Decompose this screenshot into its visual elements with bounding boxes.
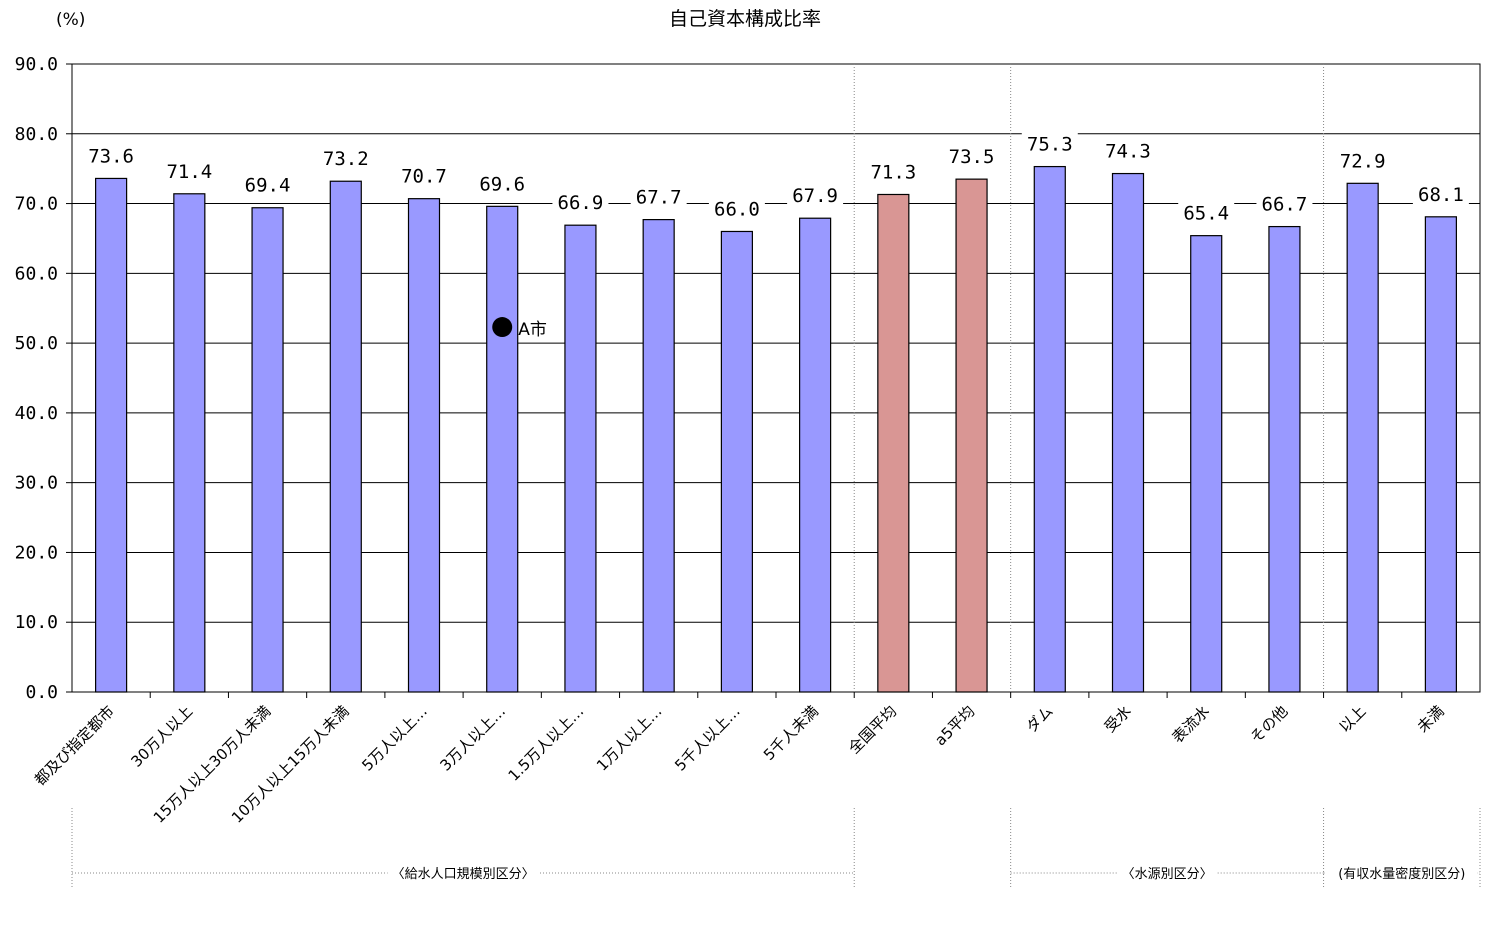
data-label-bg xyxy=(1100,138,1156,164)
y-tick-label: 40.0 xyxy=(15,403,58,424)
data-label: 71.3 xyxy=(870,161,916,183)
data-label-bg xyxy=(474,171,531,197)
a-city-point xyxy=(492,317,513,338)
data-label-bg xyxy=(1021,131,1078,157)
group-label-bg xyxy=(387,862,539,884)
data-label-bg xyxy=(708,196,765,222)
category-label: 5千人未満 xyxy=(760,702,822,764)
data-label: 66.0 xyxy=(714,198,760,220)
bar xyxy=(642,219,675,693)
data-label: 73.6 xyxy=(88,145,134,167)
bar xyxy=(1346,182,1379,693)
bar xyxy=(1424,216,1457,693)
category-label: 1万人以上… xyxy=(593,702,666,775)
y-tick-label: 20.0 xyxy=(15,542,58,563)
category-label: 以上 xyxy=(1336,702,1370,736)
data-label-bg xyxy=(317,146,374,172)
data-label-bg xyxy=(787,183,844,209)
bar xyxy=(564,224,597,693)
category-label: 未満 xyxy=(1414,702,1448,736)
category-label: a5平均 xyxy=(931,702,978,749)
data-label: 71.4 xyxy=(166,161,212,183)
data-label: 67.7 xyxy=(636,187,682,209)
category-label: 30万人以上 xyxy=(128,702,197,771)
y-tick-label: 80.0 xyxy=(15,124,58,145)
bar xyxy=(877,193,910,693)
category-label: 1.5万人以上… xyxy=(505,702,588,785)
group-labels: 〈給水人口規模別区分〉 〈水源別区分〉 (有収水量密度別区分) xyxy=(72,862,1480,884)
data-label: 69.4 xyxy=(245,175,291,197)
y-tick-label: 60.0 xyxy=(15,263,58,284)
y-tick-label: 30.0 xyxy=(15,473,58,494)
group-label: 〈水源別区分〉 xyxy=(1122,867,1213,882)
data-label-bg xyxy=(83,143,140,169)
bar xyxy=(799,217,832,693)
category-label: 5万人以上… xyxy=(358,702,431,775)
data-label-bg xyxy=(161,158,218,184)
bar xyxy=(407,198,441,693)
data-label: 66.9 xyxy=(558,192,604,214)
group-label-bg xyxy=(1117,862,1217,884)
y-tick-label: 90.0 xyxy=(15,54,58,75)
bars xyxy=(95,165,1457,693)
data-label: 67.9 xyxy=(792,185,838,207)
bar xyxy=(251,207,284,693)
group-label-bg xyxy=(1326,862,1478,884)
bar xyxy=(720,230,753,693)
y-tick-label: 50.0 xyxy=(15,333,58,354)
bar xyxy=(1111,172,1145,693)
data-label-bg xyxy=(630,184,687,210)
bar xyxy=(1033,165,1066,693)
y-tick-labels: 0.0 10.0 20.0 30.0 40.0 50.0 60.0 70.0 80.0 90.0 xyxy=(15,54,58,703)
chart-title: 自己資本構成比率 xyxy=(669,8,821,30)
bar xyxy=(486,205,519,693)
y-tick-label: 10.0 xyxy=(15,612,58,633)
category-label: 受水 xyxy=(1101,702,1135,736)
category-label: 全国平均 xyxy=(845,702,900,757)
data-label: 73.2 xyxy=(323,148,369,170)
category-label: ダム xyxy=(1023,702,1057,736)
data-label: 68.1 xyxy=(1418,184,1464,206)
data-label-bg xyxy=(1178,200,1235,226)
data-label-bg xyxy=(396,163,452,189)
y-tick-label: 70.0 xyxy=(15,194,58,215)
data-label-bg xyxy=(1412,181,1469,207)
category-label: その他 xyxy=(1247,702,1292,747)
group-separators xyxy=(71,64,1481,888)
bar xyxy=(1190,235,1223,693)
data-label: 72.9 xyxy=(1340,150,1386,172)
bar xyxy=(955,178,988,693)
data-label: 66.7 xyxy=(1262,194,1308,216)
data-label-bg xyxy=(1334,148,1391,174)
data-label: 65.4 xyxy=(1183,203,1229,225)
a-city-label: A市 xyxy=(518,320,547,340)
category-label: 表流水 xyxy=(1168,702,1213,747)
category-label: 都及び指定都市 xyxy=(31,702,118,789)
bar xyxy=(329,180,362,693)
value-labels: 73.6 71.4 69.4 73.2 70.7 69.6 66.9 67.7 66.0 67.9… xyxy=(83,131,1469,226)
data-label-bg xyxy=(552,190,609,216)
category-label: 3万人以上… xyxy=(437,702,510,775)
y-tick-label: 0.0 xyxy=(25,682,58,703)
group-label: 〈給水人口規模別区分〉 xyxy=(392,867,535,882)
data-label-bg xyxy=(239,172,296,198)
data-label: 74.3 xyxy=(1105,141,1151,163)
a-city-marker: A市 xyxy=(492,317,547,340)
bar xyxy=(1268,225,1301,693)
data-label: 75.3 xyxy=(1027,134,1073,156)
category-label: 5千人以上… xyxy=(671,702,744,775)
group-label: (有収水量密度別区分) xyxy=(1338,866,1465,882)
data-label: 70.7 xyxy=(401,166,447,188)
y-unit-label: (%) xyxy=(56,10,85,30)
data-label-bg xyxy=(865,159,922,185)
bar xyxy=(95,177,128,693)
bar xyxy=(173,193,206,693)
gridlines xyxy=(66,63,1481,698)
data-label-bg xyxy=(943,144,1000,170)
data-label: 69.6 xyxy=(479,173,525,195)
data-label-bg xyxy=(1256,191,1313,217)
data-label: 73.5 xyxy=(949,146,995,168)
